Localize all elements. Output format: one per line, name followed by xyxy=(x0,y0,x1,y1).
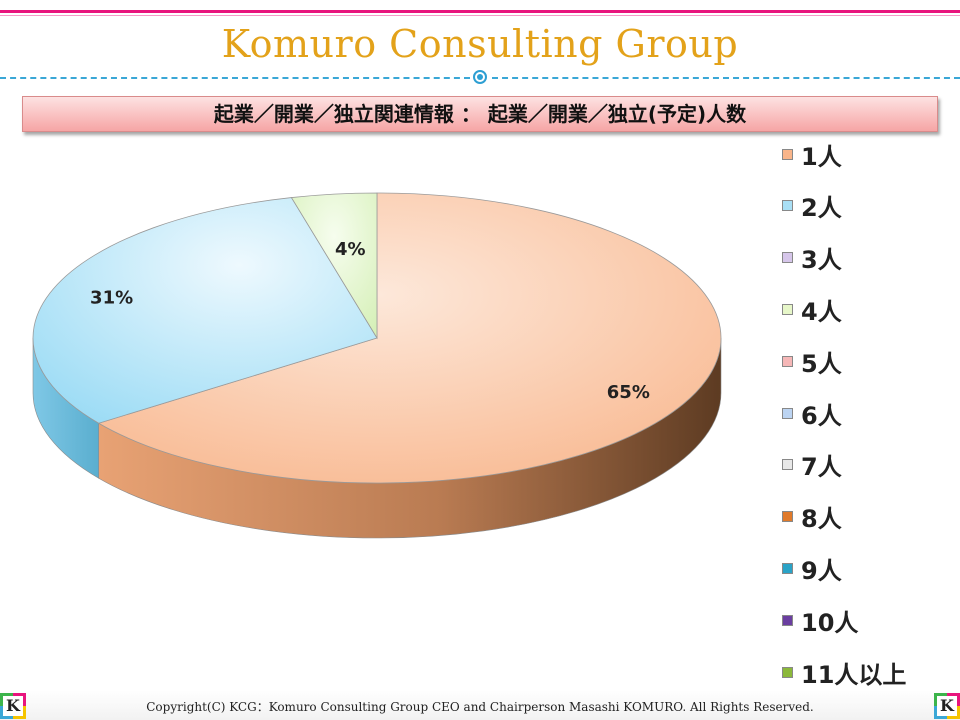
legend-label: 7人 xyxy=(801,453,842,482)
legend-item: 7人 xyxy=(782,450,842,482)
legend-label: 5人 xyxy=(801,349,842,378)
legend-swatch-icon xyxy=(782,148,793,160)
legend-item: 10人 xyxy=(782,605,859,637)
legend-label: 3人 xyxy=(801,246,842,275)
footer-bar xyxy=(0,690,960,720)
pie-label-1: 65% xyxy=(607,382,650,403)
kcg-logo-right: K xyxy=(934,693,960,719)
legend-swatch-icon xyxy=(782,355,793,367)
pie-data-labels: 65% 31% 4% xyxy=(90,239,650,403)
legend-swatch-icon xyxy=(782,459,793,471)
legend-label: 8人 xyxy=(801,505,842,534)
legend-swatch-icon xyxy=(782,252,793,264)
kcg-logo-letter: K xyxy=(937,696,957,716)
legend-swatch-icon xyxy=(782,666,793,678)
dashed-divider-left xyxy=(0,77,470,79)
legend-item: 5人 xyxy=(782,346,842,378)
legend-swatch-icon xyxy=(782,303,793,315)
legend-swatch-icon xyxy=(782,562,793,574)
brand-title: Komuro Consulting Group xyxy=(221,22,739,66)
legend-item: 8人 xyxy=(782,502,842,534)
kcg-logo-letter: K xyxy=(3,696,23,716)
legend-item: 11人以上 xyxy=(782,657,907,689)
legend-swatch-icon xyxy=(782,407,793,419)
dashed-divider-right xyxy=(492,77,960,79)
legend-item: 9人 xyxy=(782,553,842,585)
legend-label: 2人 xyxy=(801,194,842,223)
legend-item: 1人 xyxy=(782,139,842,171)
legend-label: 10人 xyxy=(801,608,859,637)
kcg-logo-left: K xyxy=(0,693,26,719)
legend-label: 11人以上 xyxy=(801,660,907,689)
pie-slice-2 xyxy=(32,197,378,424)
pie-chart: 65% 31% 4% xyxy=(32,192,722,539)
legend-item: 2人 xyxy=(782,191,842,223)
legend-swatch-icon xyxy=(782,614,793,626)
top-accent-thin-line xyxy=(0,15,960,16)
pie-slice-1 xyxy=(97,192,722,484)
divider-dot-icon xyxy=(473,70,487,84)
pie-slice-3 xyxy=(290,192,378,340)
slide-subtitle: 起業／開業／独立関連情報 ： 起業／開業／独立(予定)人数 xyxy=(22,96,938,132)
legend-label: 6人 xyxy=(801,401,842,430)
top-accent-line xyxy=(0,10,960,13)
legend-swatch-icon xyxy=(782,511,793,523)
footer-copyright: Copyright(C) KCG：Komuro Consulting Group… xyxy=(146,700,814,714)
legend-swatch-icon xyxy=(782,200,793,212)
pie-label-3: 4% xyxy=(335,239,366,260)
pie-label-2: 31% xyxy=(90,288,133,309)
legend-item: 4人 xyxy=(782,294,842,326)
legend-label: 1人 xyxy=(801,142,842,171)
pie-top-faces xyxy=(32,192,722,484)
legend-label: 9人 xyxy=(801,556,842,585)
legend-item: 3人 xyxy=(782,243,842,275)
legend-item: 6人 xyxy=(782,398,842,430)
legend-label: 4人 xyxy=(801,297,842,326)
